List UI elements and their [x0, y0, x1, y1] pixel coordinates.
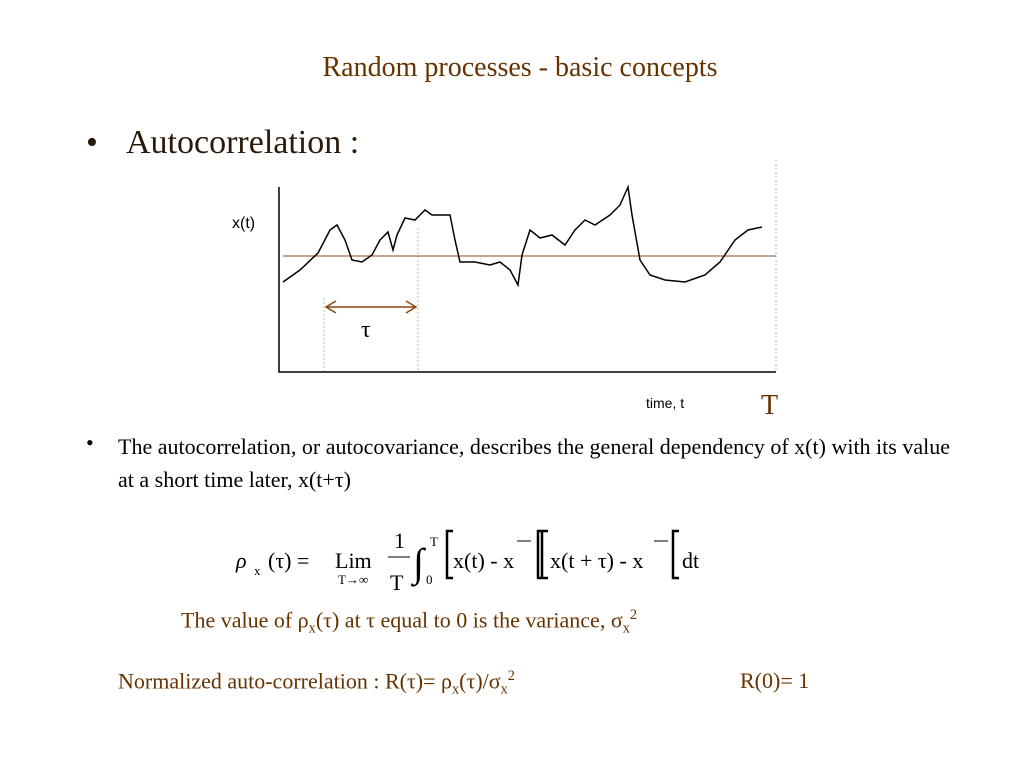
text: x — [500, 681, 508, 698]
formula-text: Lim — [335, 548, 372, 573]
integral: ∫ — [410, 540, 427, 587]
formula-text: dt — [682, 548, 699, 573]
text: The value of ρ — [181, 607, 309, 633]
brackets — [445, 529, 679, 580]
signal-curve — [282, 184, 763, 288]
formula-text: T — [390, 570, 404, 595]
text: Normalized auto-correlation : R(τ)= ρ — [118, 668, 452, 694]
formula: ρ x (τ) = Lim T→∞ 1 T ∫ T 0 x(t) - x x(t… — [235, 528, 699, 595]
normalized-value: R(0)= 1 — [740, 668, 810, 693]
heading: Autocorrelation : — [126, 124, 360, 161]
formula-text: 1 — [394, 528, 405, 553]
bullet: • — [86, 430, 94, 455]
text: 2 — [507, 668, 515, 684]
text: 2 — [629, 607, 637, 623]
lag-label: τ — [361, 317, 371, 343]
formula-text: (τ) = — [268, 548, 309, 573]
lag-arrow — [324, 300, 418, 314]
guides — [323, 160, 777, 372]
text: (τ)/σ — [459, 668, 501, 694]
text: (τ) at τ equal to 0 is the variance, σ — [315, 607, 623, 633]
bullet: • — [86, 124, 98, 161]
title: Random processes - basic concepts — [322, 52, 718, 83]
y-label: x(t) — [232, 215, 255, 232]
text: x — [308, 620, 316, 637]
formula-text: T→∞ — [338, 572, 368, 587]
period-label: T — [761, 390, 778, 421]
formula-text: T — [430, 534, 438, 549]
formula-text: x(t) - x — [453, 548, 514, 573]
formula-text: 0 — [426, 572, 433, 587]
formula-text: x(t + τ) - x — [550, 548, 643, 573]
variance-note: The value of ρx(τ) at τ equal to 0 is th… — [181, 607, 637, 638]
formula-text: ρ — [235, 548, 247, 573]
formula-text: x — [254, 563, 261, 578]
axes — [278, 187, 776, 373]
text: x — [622, 620, 630, 637]
text: x — [452, 681, 460, 698]
normalized: Normalized auto-correlation : R(τ)= ρx(τ… — [118, 668, 515, 699]
x-label: time, t — [646, 395, 684, 411]
paragraph: The autocorrelation, or autocovariance, … — [118, 434, 950, 492]
